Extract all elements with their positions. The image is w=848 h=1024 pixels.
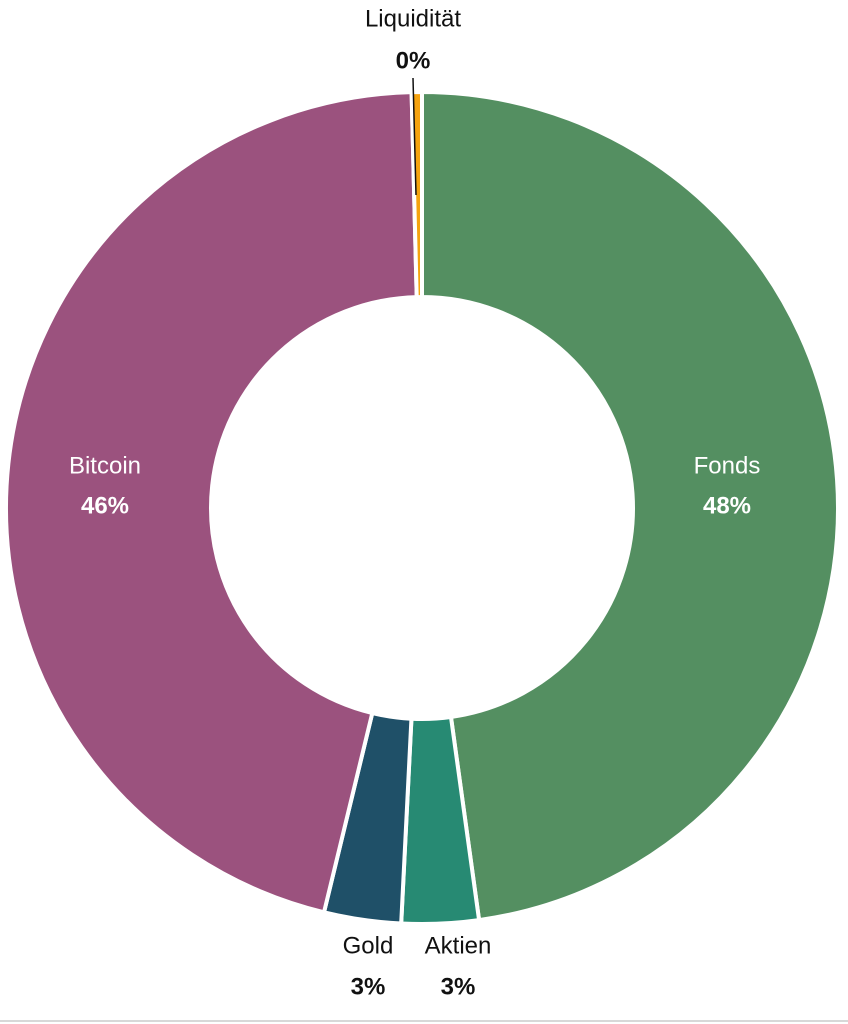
donut-slice [420,89,840,923]
slice-label: Fonds [694,452,761,479]
slice-value: 0% [396,47,431,74]
slice-label: Gold [343,932,394,959]
slice-value: 46% [81,492,129,519]
slice-value: 3% [441,973,476,1000]
slice-label: Liquidität [365,5,461,32]
slice-value: 3% [351,973,386,1000]
leader-line [412,77,417,196]
donut-slice [4,90,419,915]
slice-value: 48% [703,492,751,519]
slice-label: Aktien [425,932,492,959]
slice-label: Bitcoin [69,452,141,479]
